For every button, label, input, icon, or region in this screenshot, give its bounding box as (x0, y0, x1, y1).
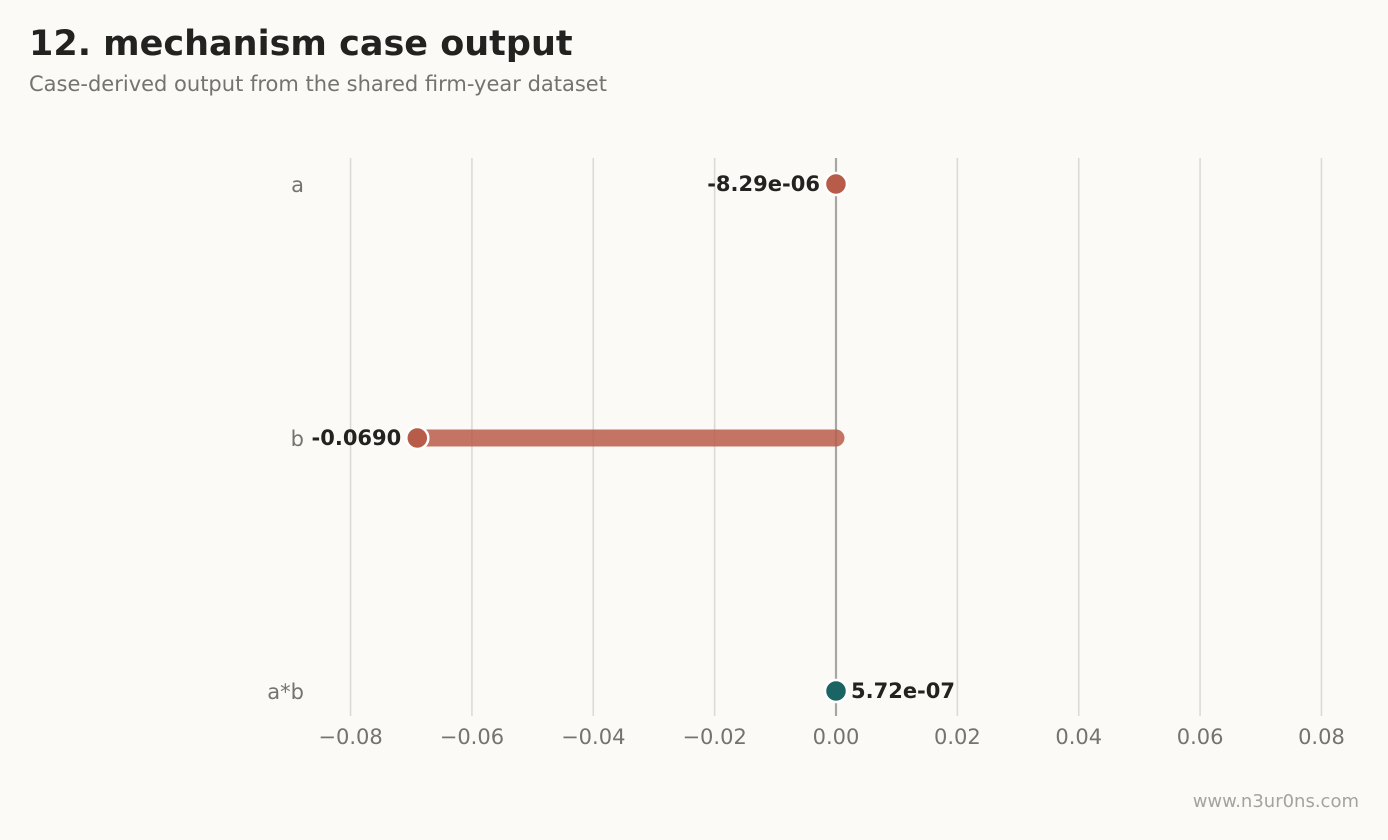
x-tick-label: −0.04 (561, 725, 625, 749)
x-tick-label: 0.04 (1055, 725, 1102, 749)
x-tick-label: −0.06 (440, 725, 504, 749)
x-tick-label: 0.08 (1298, 725, 1345, 749)
lollipop-dot (823, 171, 849, 197)
y-category-label: a*b (267, 680, 304, 704)
y-axis-categories: a b a*b (267, 173, 304, 704)
watermark: www.n3ur0ns.com (1192, 791, 1359, 812)
x-tick-label: 0.02 (934, 725, 981, 749)
value-label: -0.0690 (312, 426, 402, 450)
x-tick-label: −0.02 (682, 725, 746, 749)
value-label: 5.72e-07 (851, 679, 955, 703)
y-category-label: a (291, 173, 304, 197)
x-tick-label: −0.08 (318, 725, 382, 749)
lollipop-dot (823, 678, 849, 704)
y-category-label: b (291, 427, 304, 451)
x-tick-label: 0.06 (1177, 725, 1224, 749)
chart-subtitle: Case-derived output from the shared firm… (29, 72, 607, 96)
x-tick-label: 0.00 (813, 725, 860, 749)
chart-title: 12. mechanism case output (29, 24, 573, 64)
x-axis-ticks: −0.08 −0.06 −0.04 −0.02 0.00 0.02 0.04 0.06 0.08 (318, 725, 1344, 749)
lollipop-dot (405, 425, 430, 451)
value-label: -8.29e-06 (707, 172, 820, 196)
value-labels: -8.29e-06 -0.0690 5.72e-07 (312, 172, 955, 703)
lollipop-dots (405, 171, 849, 704)
